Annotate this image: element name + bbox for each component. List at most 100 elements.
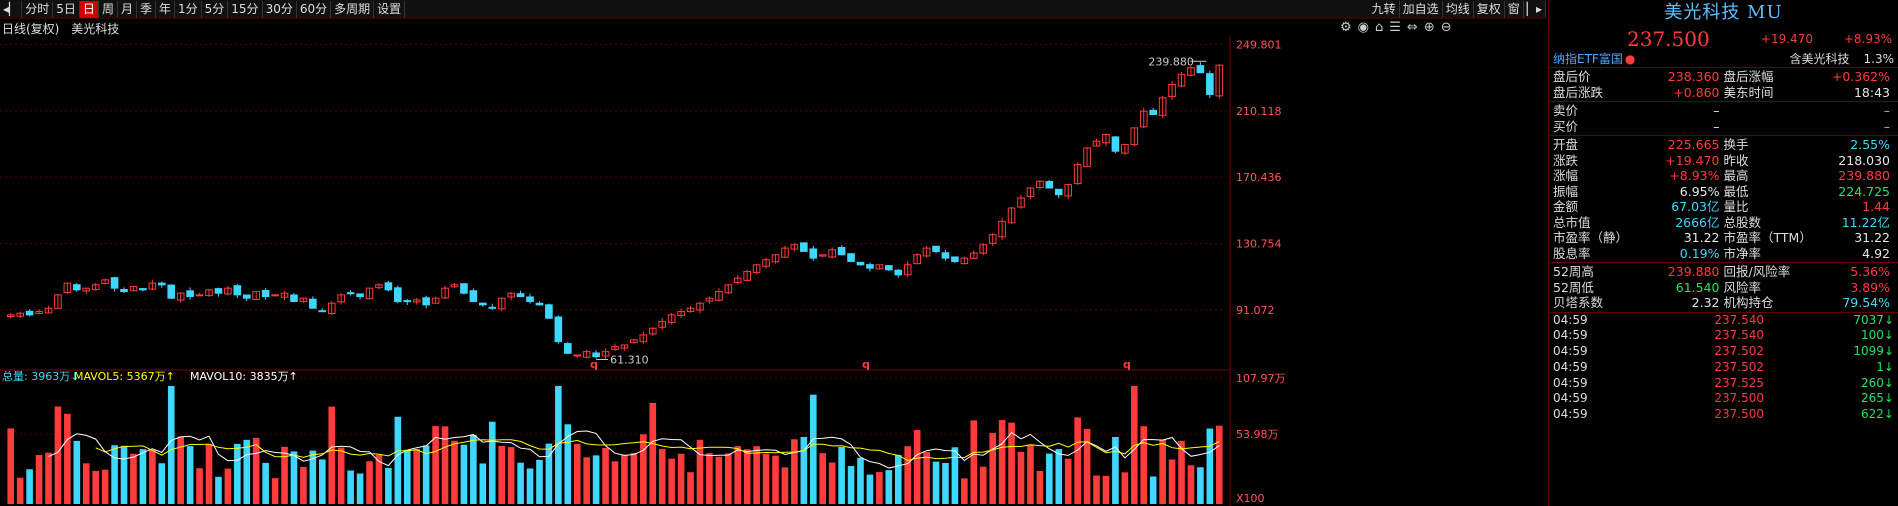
volume-bar	[318, 459, 326, 504]
layers-icon[interactable]: ☰	[1389, 20, 1401, 35]
stat-value: 2.55%	[1850, 137, 1890, 152]
stats-section: 开盘 225.665 换手 2.55% 涨跌 +19.470 昨收 218.030 涨幅 +8.9…	[1549, 136, 1898, 263]
volume-bar	[186, 446, 194, 504]
event-marker: q	[862, 358, 870, 371]
candle-body	[129, 286, 138, 292]
stat-label: 市净率	[1723, 245, 1762, 261]
toolbar-item[interactable]: 30分	[263, 0, 297, 18]
volume-axis-label: 107.97万	[1236, 372, 1286, 385]
candle-body	[488, 306, 497, 309]
toolbar-item[interactable]: 季	[137, 0, 156, 18]
candle-body	[1073, 164, 1082, 185]
candle-body	[998, 220, 1006, 238]
stat-row: 盘后涨跌 +0.860 美东时间 18:43	[1549, 85, 1898, 101]
candle-body	[6, 314, 15, 318]
candle-body	[403, 300, 412, 303]
volume-bar	[385, 467, 392, 504]
compress-icon[interactable]: ⇔	[1406, 20, 1418, 35]
mavol10-line	[95, 439, 1220, 462]
candle-body	[1121, 144, 1129, 154]
zoom-in-icon[interactable]: ⊕	[1423, 20, 1435, 35]
tick-row: 04:59 237.525 260↓	[1549, 376, 1898, 392]
bidask-label: 卖价	[1553, 103, 1579, 118]
chart-icons: ⚙ ◉ ⌂ ☰ ⇔ ⊕ ⊖	[1340, 20, 1452, 35]
stat-label: 总股数	[1723, 214, 1762, 230]
toolbar-item[interactable]: 1分	[175, 0, 202, 18]
volume-bar	[923, 452, 930, 504]
candle-body	[677, 311, 685, 316]
toolbar-right-item[interactable]: 复权	[1474, 0, 1505, 18]
toolbar-item[interactable]: 5分	[202, 0, 229, 18]
volume-bar	[224, 468, 232, 504]
toolbar-item[interactable]: 15分	[228, 0, 263, 18]
tick-row: 04:59 237.540 7037↓	[1549, 313, 1898, 329]
toolbar-right-item[interactable]: 窗	[1505, 0, 1524, 18]
candle-body	[771, 254, 780, 263]
toolbar-item[interactable]: 60分	[297, 0, 332, 18]
toolbar-item[interactable]: 分时	[22, 0, 54, 18]
volume-bar	[724, 453, 732, 504]
volume-bar	[1036, 471, 1044, 504]
candle-body	[44, 307, 53, 314]
candle-body	[828, 249, 836, 258]
toolbar-item[interactable]: 设置	[374, 0, 406, 18]
candle-body	[167, 284, 176, 299]
volume-bar	[687, 472, 694, 504]
volume-bar	[592, 455, 600, 504]
etf-link[interactable]: 纳指ETF富国	[1553, 52, 1623, 66]
volume-bar	[101, 469, 109, 504]
bid-ask-section: 卖价 – – 买价 – –	[1549, 102, 1898, 136]
zoom-out-icon[interactable]: ⊖	[1440, 20, 1452, 35]
candle-body	[120, 288, 128, 293]
bidask-row: 卖价 – –	[1549, 103, 1898, 119]
tick-price: 237.525	[1714, 375, 1764, 390]
stat-value: 79.54%	[1842, 295, 1890, 310]
kline-chart[interactable]: 249.801 210.118 170.436 130.754 91.072 107.97…	[0, 36, 1546, 506]
toolbar-item[interactable]: 年	[156, 0, 175, 18]
stat-label: 最高	[1723, 168, 1749, 183]
volume-bar	[252, 437, 260, 504]
volume-bar	[1140, 426, 1148, 504]
toolbar-item[interactable]: 5日	[53, 0, 80, 18]
candle-body	[1158, 97, 1167, 116]
volume-bar	[932, 461, 940, 504]
volume-bar	[772, 455, 779, 504]
volume-bar	[1215, 425, 1223, 504]
volume-bar	[998, 420, 1006, 504]
eye-icon[interactable]: ◉	[1357, 20, 1369, 35]
price-change: +19.470	[1760, 32, 1813, 46]
candle-body	[1206, 73, 1214, 95]
toolbar-right-item[interactable]: 均线	[1443, 0, 1474, 18]
stat-value: 11.22亿	[1841, 214, 1890, 230]
stat-label: 市盈率（TTM）	[1723, 230, 1812, 245]
chart-info: 日线(复权) 美光科技	[2, 20, 127, 36]
toolbar-left-arrow-icon[interactable]: ◂▏	[0, 0, 23, 18]
toolbar-item[interactable]: 月	[118, 0, 137, 18]
volume-bar	[1083, 428, 1091, 504]
candle-body	[507, 292, 515, 298]
volume-bar	[800, 437, 808, 504]
settings-icon[interactable]: ⚙	[1340, 20, 1352, 35]
stock-title: 美光科技 MU	[1664, 2, 1783, 23]
volume-bar	[403, 449, 411, 504]
toolbar-right-arrow-icon[interactable]: ▏▸	[1524, 0, 1546, 18]
stat-value: 4.92	[1862, 245, 1890, 261]
candle-body	[497, 297, 506, 310]
toolbar-item[interactable]: 多周期	[331, 0, 375, 18]
event-marker: q	[590, 358, 598, 371]
stat-label: 回报/风险率	[1723, 264, 1791, 279]
candle-body	[686, 307, 695, 312]
stat-value: 1.44	[1862, 199, 1890, 214]
tick-row: 04:59 237.540 100↓	[1549, 328, 1898, 344]
volume-bar	[715, 456, 723, 504]
tick-qty: 7037↓	[1853, 312, 1894, 327]
volume-bar	[706, 453, 713, 504]
shop-icon[interactable]: ⌂	[1375, 20, 1384, 35]
toolbar-item[interactable]: 周	[99, 0, 118, 18]
candle-body	[290, 294, 298, 303]
toolbar-right-item[interactable]: 九转	[1369, 0, 1400, 18]
candle-body	[1054, 188, 1063, 196]
toolbar-right-item[interactable]: 加自选	[1400, 0, 1443, 18]
candle-body	[233, 285, 242, 296]
toolbar-item[interactable]: 日	[79, 0, 99, 18]
